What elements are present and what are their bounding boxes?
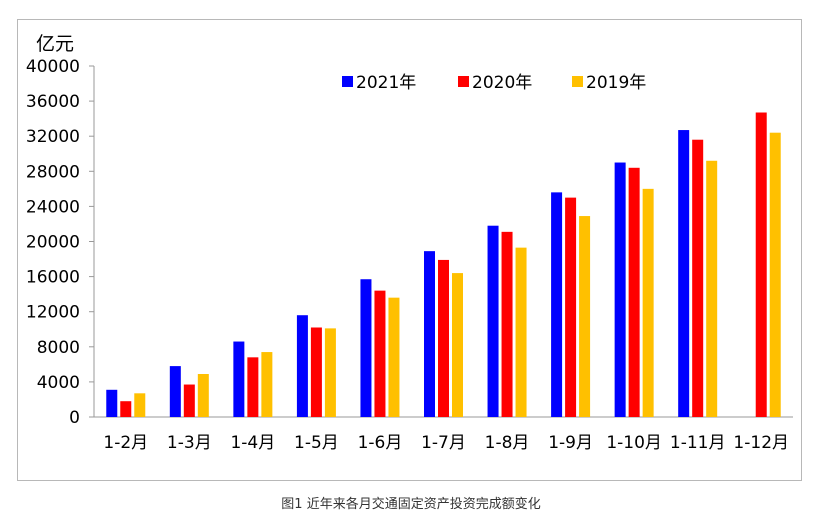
bar-2020年-1-2月 (120, 401, 132, 417)
y-tick-label: 4000 (37, 373, 80, 393)
bar-2021年-1-6月 (360, 279, 372, 417)
y-tick-label: 8000 (37, 338, 80, 358)
bar-2020年-1-10月 (628, 167, 640, 417)
bar-2020年-1-5月 (310, 327, 322, 417)
y-tick-label: 16000 (26, 268, 80, 288)
bar-2019年-1-6月 (388, 297, 400, 417)
bar-2020年-1-6月 (374, 290, 386, 417)
bar-2019年-1-10月 (642, 188, 654, 417)
y-axis-label: 亿元 (36, 33, 74, 55)
bar-2020年-1-3月 (183, 384, 195, 417)
figure-caption: 图1 近年来各月交通固定资产投资完成额变化 (281, 497, 541, 512)
x-tick-label: 1-9月 (548, 433, 593, 453)
bar-2020年-1-11月 (692, 139, 704, 417)
y-tick-label: 24000 (26, 197, 80, 217)
bar-2020年-1-12月 (755, 112, 767, 417)
x-tick-label: 1-4月 (230, 433, 275, 453)
x-tick-label: 1-10月 (606, 433, 662, 453)
x-tick-label: 1-11月 (670, 433, 726, 453)
bar-2019年-1-9月 (579, 216, 591, 417)
bar-chart: 0 4000 8000 12000 16000 20000 24000 28000 32000 3… (26, 33, 793, 453)
x-tick-label: 1-7月 (421, 433, 466, 453)
legend-swatch (572, 76, 583, 87)
legend-label: 2019年 (586, 73, 646, 93)
legend-swatch (342, 76, 353, 87)
bar-2021年-1-2月 (106, 389, 118, 417)
legend: 2021年 2020年 2019年 (342, 73, 646, 93)
x-axis: 1-2月 1-3月 1-4月 1-5月 1-6月 1-7月 1-8月 1-9月 1-10月 1-1… (94, 416, 793, 453)
bar-2020年-1-4月 (247, 357, 259, 417)
bars (106, 112, 781, 417)
bar-2021年-1-7月 (424, 251, 435, 417)
y-tick-label: 32000 (26, 127, 80, 147)
bar-2019年-1-3月 (197, 374, 209, 417)
bar-2020年-1-9月 (565, 197, 577, 417)
y-tick-label: 20000 (26, 233, 80, 253)
bar-2021年-1-4月 (233, 341, 245, 417)
bar-2019年-1-8月 (515, 247, 527, 417)
bar-2021年-1-5月 (296, 315, 308, 417)
bar-2019年-1-11月 (706, 160, 718, 417)
y-axis: 0 4000 8000 12000 16000 20000 24000 28000 32000 3… (26, 57, 95, 428)
bar-2021年-1-3月 (169, 366, 181, 417)
bar-2021年-1-10月 (614, 162, 626, 417)
bar-2021年-1-11月 (678, 130, 690, 417)
y-tick-label: 36000 (26, 92, 80, 112)
bar-2021年-1-8月 (487, 225, 499, 417)
legend-label: 2020年 (472, 73, 532, 93)
bar-2019年-1-7月 (452, 273, 463, 417)
x-tick-label: 1-8月 (485, 433, 530, 453)
x-tick-label: 1-6月 (358, 433, 403, 453)
x-tick-label: 1-12月 (733, 433, 789, 453)
legend-label: 2021年 (356, 73, 416, 93)
x-tick-label: 1-2月 (103, 433, 148, 453)
chart-frame (17, 19, 802, 481)
x-tick-label: 1-5月 (294, 433, 339, 453)
bar-2020年-1-8月 (501, 231, 513, 417)
bar-2019年-1-2月 (134, 393, 146, 417)
bar-2019年-1-12月 (769, 132, 781, 417)
bar-2021年-1-9月 (551, 192, 563, 417)
x-tick-label: 1-3月 (167, 433, 212, 453)
bar-2020年-1-7月 (438, 259, 449, 417)
y-tick-label: 28000 (26, 162, 80, 182)
bar-2019年-1-4月 (261, 352, 273, 417)
bar-2019年-1-5月 (324, 328, 336, 417)
y-tick-label: 40000 (26, 57, 80, 77)
legend-swatch (458, 76, 469, 87)
y-tick-label: 12000 (26, 303, 80, 323)
y-tick-label: 0 (69, 408, 80, 428)
